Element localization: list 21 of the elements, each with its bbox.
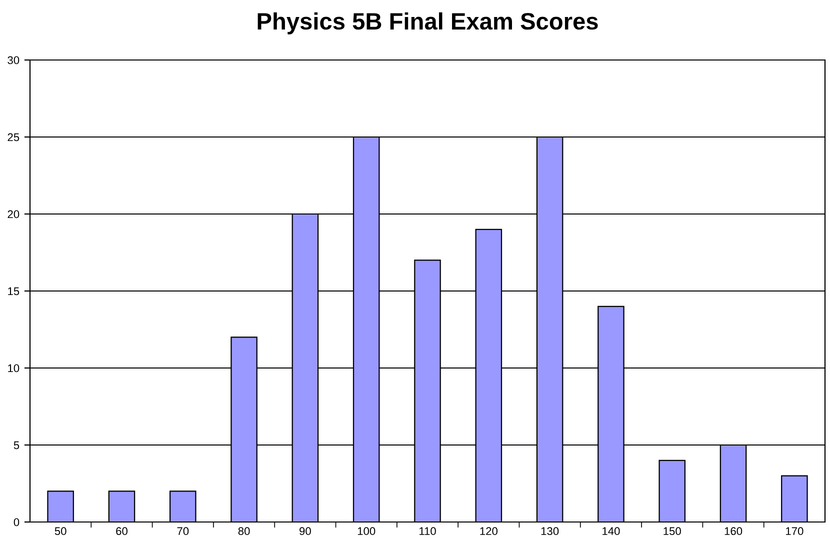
y-tick-label: 20 <box>8 210 20 218</box>
x-tick-label: 120 <box>480 527 498 536</box>
y-tick-label: 0 <box>14 518 20 526</box>
x-tick-label: 130 <box>541 527 559 536</box>
x-tick-label: 110 <box>419 527 436 536</box>
x-tick-label: 160 <box>724 527 742 536</box>
x-tick-label: 100 <box>358 527 376 536</box>
y-tick-label: 30 <box>8 56 20 64</box>
y-tick-label: 15 <box>8 287 20 296</box>
x-tick-label: 50 <box>54 527 66 536</box>
y-tick-label: 5 <box>14 441 20 450</box>
y-tick-label: 10 <box>8 364 20 372</box>
y-tick-label: 25 <box>8 133 20 142</box>
x-tick-label: 90 <box>300 527 311 536</box>
x-tick-label: 140 <box>602 527 620 536</box>
x-tick-label: 80 <box>238 527 250 536</box>
x-tick-label: 70 <box>177 527 189 536</box>
chart-title: Physics 5B Final Exam Scores <box>258 12 598 34</box>
x-tick-label: 170 <box>786 527 804 536</box>
x-tick-label: 150 <box>664 527 681 536</box>
x-tick-label: 60 <box>116 527 128 536</box>
